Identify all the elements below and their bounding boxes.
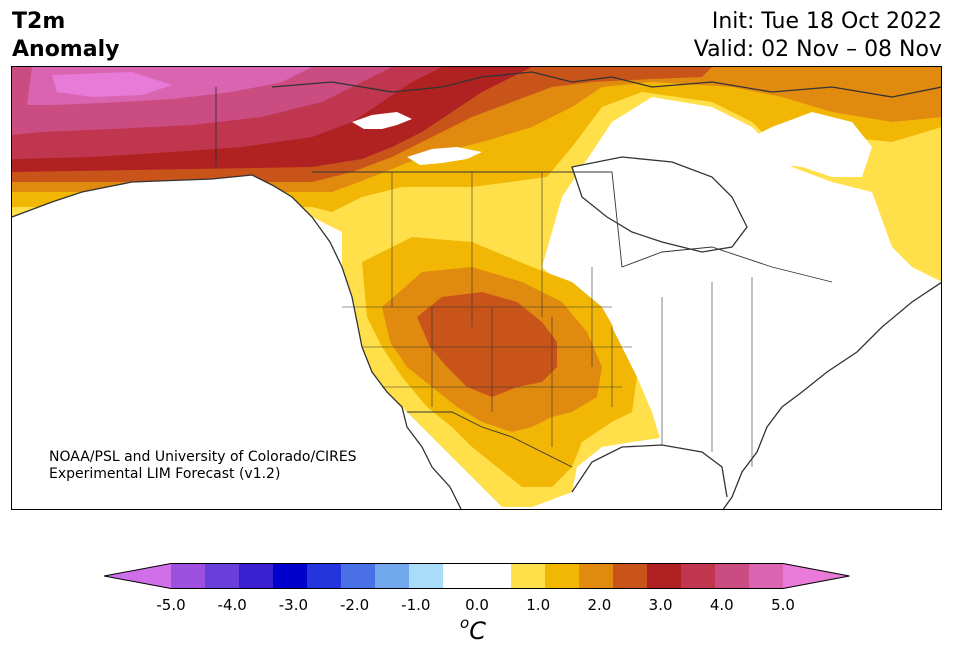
credit-line-1: NOAA/PSL and University of Colorado/CIRE… — [49, 449, 357, 465]
colorbar-tick-label: -4.0 — [217, 596, 247, 614]
atlantic-coastline — [722, 281, 941, 509]
boundaries — [12, 71, 941, 509]
colorbar-tick-label: 5.0 — [771, 596, 795, 614]
title-line-2: Anomaly — [12, 37, 120, 62]
colorbar-tick-label: -5.0 — [156, 596, 186, 614]
colorbar-unit: oC — [460, 614, 486, 645]
colorbar-segment — [205, 563, 240, 589]
colorbar-tick-label: 3.0 — [648, 596, 673, 614]
colorbar-segment — [171, 563, 206, 589]
anomaly-region-0.5-east — [872, 192, 941, 282]
credit-line-2: Experimental LIM Forecast (v1.2) — [49, 466, 281, 482]
lakes — [352, 112, 482, 165]
colorbar-segment — [715, 563, 750, 589]
colorbar-segment — [647, 563, 682, 589]
eastern-us-unshaded — [612, 272, 882, 472]
colorbar-segment — [681, 563, 716, 589]
colorbar-outline — [103, 563, 850, 589]
great-lakes-region — [622, 247, 772, 307]
colorbar-segment — [307, 563, 342, 589]
colorbar-segment — [375, 563, 410, 589]
colorbar-segment — [511, 563, 546, 589]
colorbar-segment — [239, 563, 274, 589]
colorbar-segment — [341, 563, 376, 589]
hudson-bay — [572, 157, 747, 252]
colorbar-segment — [477, 563, 512, 589]
unit-letter: C — [469, 617, 486, 645]
title-line-1: T2m — [12, 9, 66, 34]
map-title: T2m Anomaly — [12, 8, 119, 64]
colorbar-segment — [545, 563, 580, 589]
colorbar-tick-label: -1.0 — [401, 596, 431, 614]
pacific-ocean — [12, 175, 461, 509]
colorbar-tick-label: 0.0 — [465, 596, 489, 614]
init-date: Init: Tue 18 Oct 2022 — [711, 9, 942, 34]
colorbar-extend-high — [783, 563, 850, 589]
colorbar-ticks: -5.0 -4.0 -3.0 -2.0 -1.0 0.0 1.0 2.0 3.0 4.0 5.0 — [0, 596, 953, 616]
colorbar-extend-low — [104, 563, 171, 589]
data-credit: NOAA/PSL and University of Colorado/CIRE… — [49, 449, 357, 483]
colorbar-segment — [579, 563, 614, 589]
colorbar-tick-label: -3.0 — [278, 596, 309, 614]
colorbar-segment — [613, 563, 648, 589]
colorbar-segment — [443, 563, 478, 589]
pacific-coastline — [12, 174, 462, 509]
colorbar — [103, 563, 850, 589]
colorbar-tick-label: 1.0 — [526, 596, 551, 614]
colorbar-tick-label: 4.0 — [709, 596, 734, 614]
us-canada-border — [312, 171, 833, 283]
valid-range: Valid: 02 Nov – 08 Nov — [693, 37, 942, 62]
anomaly-region-4.5 — [52, 72, 172, 97]
great-slave-lake — [407, 147, 482, 165]
ocean-mask — [12, 112, 941, 509]
hudson-bay-coastline — [571, 156, 748, 253]
atlantic-ocean — [723, 282, 941, 509]
great-bear-lake — [352, 112, 412, 129]
unit-superscript: o — [460, 614, 470, 632]
us-mexico-border — [407, 411, 573, 468]
map-svg — [12, 67, 941, 509]
state-borders — [342, 172, 753, 467]
colorbar-segment — [409, 563, 444, 589]
forecast-info: Init: Tue 18 Oct 2022 Valid: 02 Nov – 08… — [694, 8, 942, 64]
anomaly-map — [11, 66, 942, 510]
gulf-of-mexico — [572, 445, 727, 509]
colorbar-segment — [273, 563, 308, 589]
colorbar-tick-label: 2.0 — [587, 596, 612, 614]
colorbar-svg — [103, 563, 850, 589]
arctic-ocean — [732, 112, 872, 177]
colorbar-tick-label: -2.0 — [339, 596, 370, 614]
arctic-coastline — [271, 71, 941, 98]
colorbar-segment — [749, 563, 784, 589]
